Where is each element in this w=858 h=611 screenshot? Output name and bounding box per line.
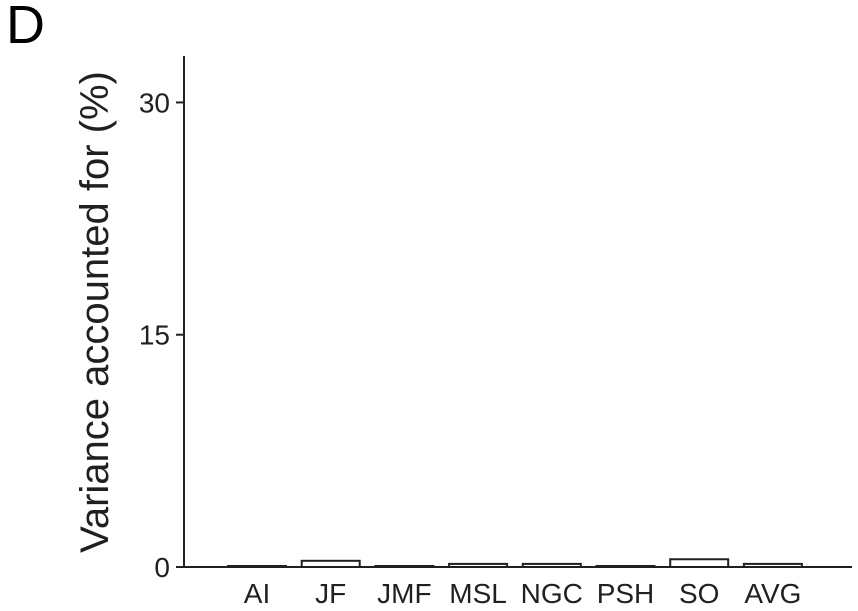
x-tick-label: NGC (521, 578, 583, 609)
panel-label: D (6, 0, 45, 55)
x-tick-label: PSH (597, 578, 655, 609)
bar-ai (227, 565, 287, 568)
y-tick-labels: 0 15 30 (139, 87, 170, 583)
bar-avg (742, 562, 803, 568)
y-tick-label: 30 (139, 87, 170, 118)
x-tick-label: SO (679, 578, 719, 609)
bar-ngc (521, 562, 582, 568)
chart-bars (227, 558, 803, 568)
x-tick-label: JF (315, 578, 346, 609)
x-tick-label: JMF (377, 578, 431, 609)
bar-jmf (374, 565, 435, 568)
y-tick-label: 15 (139, 320, 170, 351)
bar-msl (448, 562, 509, 568)
x-tick-labels: AI JF JMF MSL NGC PSH SO AVG (244, 578, 802, 609)
chart-axes (176, 56, 852, 568)
y-tick-label: 0 (154, 552, 170, 583)
x-tick-label: AVG (744, 578, 801, 609)
bar-so (669, 558, 730, 568)
bar-jf (300, 559, 361, 568)
y-axis-label: Variance accounted for (%) (73, 71, 117, 553)
x-tick-label: AI (244, 578, 270, 609)
bar-psh (595, 565, 656, 568)
x-tick-label: MSL (449, 578, 507, 609)
